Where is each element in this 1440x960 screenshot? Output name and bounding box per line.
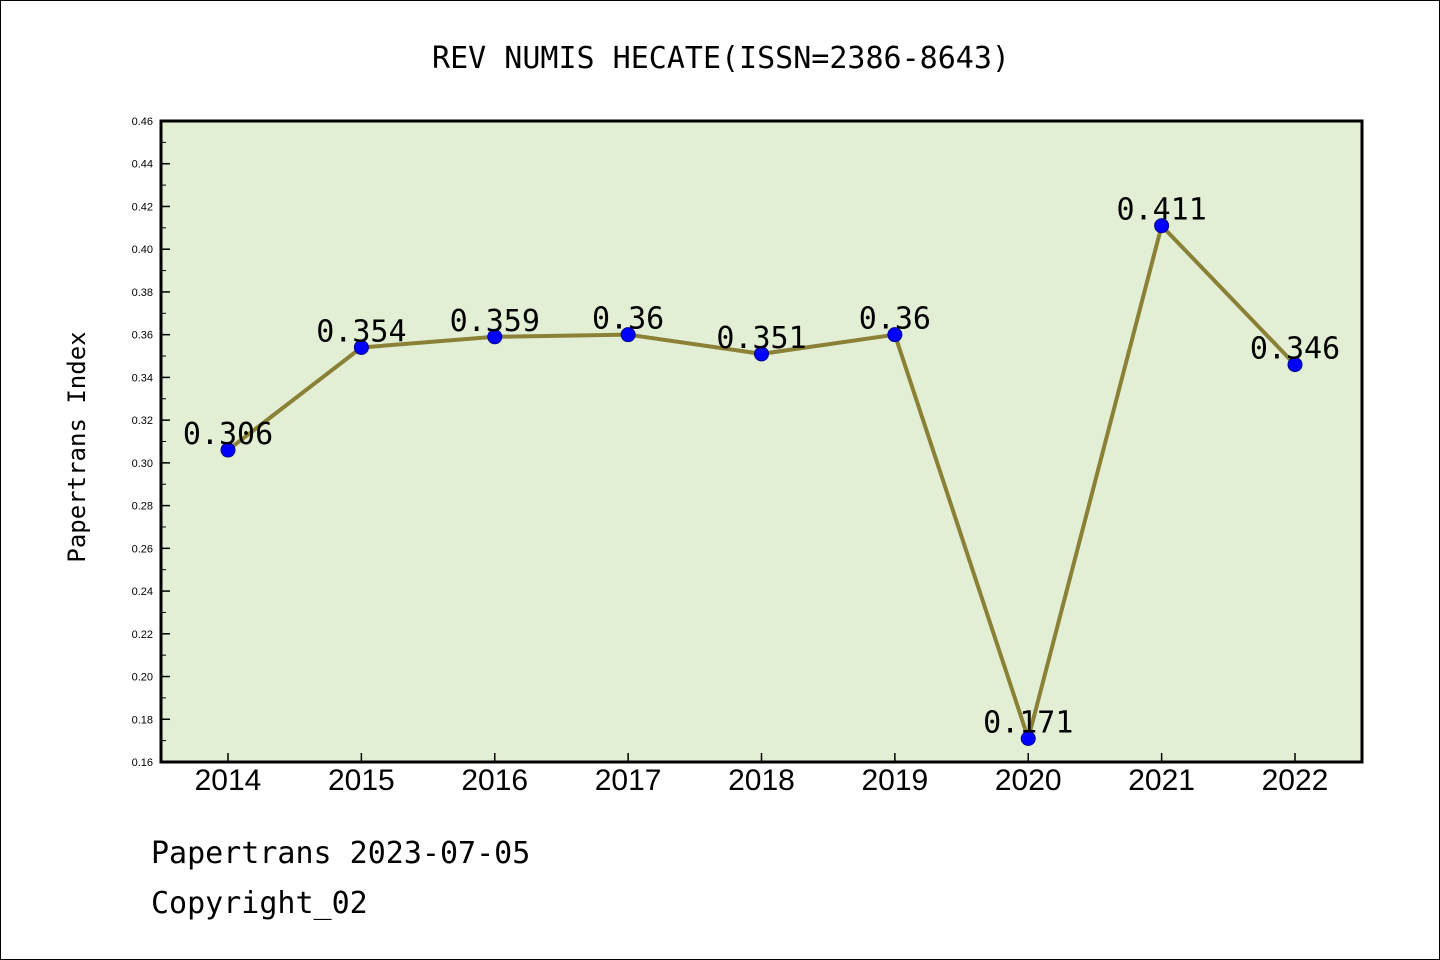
y-tick-label: 0.38	[132, 287, 153, 299]
data-point	[1287, 357, 1303, 373]
y-axis: 0.16 0.18 0.20 0.22 0.24 0.26 0.28 0.30 0.32 0.34…	[132, 116, 170, 769]
y-tick-label: 0.20	[132, 672, 153, 684]
y-tick-label: 0.24	[132, 586, 153, 598]
data-point	[887, 327, 903, 343]
x-axis: 2014 2015 2016 2017 2018 2019 2020 2021 2022	[195, 753, 1329, 797]
chart-title: REV NUMIS HECATE(ISSN=2386-8643)	[432, 41, 1010, 76]
data-point	[620, 327, 636, 343]
data-label: 0.346	[1250, 332, 1340, 367]
data-label: 0.306	[183, 417, 273, 452]
y-tick-label: 0.16	[132, 757, 153, 769]
y-tick-label: 0.22	[132, 629, 153, 641]
x-tick-label: 2016	[461, 764, 528, 797]
data-label: 0.351	[716, 321, 806, 356]
footer-copyright: Copyright_02	[151, 886, 368, 921]
data-point	[1154, 218, 1170, 234]
data-point	[353, 339, 369, 355]
data-label: 0.411	[1116, 193, 1206, 228]
data-point	[220, 442, 236, 458]
data-labels: 0.306 0.354 0.359 0.36 0.351 0.36 0.171 0.411 0.…	[183, 193, 1340, 741]
y-tick-label: 0.46	[132, 116, 153, 128]
data-point	[1020, 730, 1036, 746]
y-tick-label: 0.36	[132, 330, 153, 342]
x-tick-label: 2018	[728, 764, 795, 797]
footer-date-line: Papertrans 2023-07-05	[151, 836, 531, 871]
x-tick-label: 2021	[1128, 764, 1195, 797]
y-tick-label: 0.34	[132, 372, 153, 384]
data-label: 0.36	[592, 302, 664, 337]
y-tick-label: 0.26	[132, 543, 153, 555]
y-tick-label: 0.44	[132, 159, 153, 171]
x-tick-label: 2015	[328, 764, 395, 797]
y-tick-label: 0.42	[132, 201, 153, 213]
y-tick-label: 0.18	[132, 714, 153, 726]
y-tick-label: 0.32	[132, 415, 153, 427]
y-tick-label: 0.30	[132, 458, 153, 470]
y-tick-label: 0.28	[132, 501, 153, 513]
data-label: 0.171	[983, 705, 1073, 740]
y-tick-label: 0.40	[132, 244, 153, 256]
data-label: 0.359	[450, 304, 540, 339]
x-tick-label: 2020	[995, 764, 1062, 797]
x-tick-label: 2014	[195, 764, 262, 797]
series-0	[220, 218, 1303, 746]
data-label: 0.354	[316, 314, 406, 349]
x-tick-label: 2022	[1262, 764, 1329, 797]
data-label: 0.36	[859, 302, 931, 337]
y-axis-label: Papertrans Index	[63, 331, 91, 562]
x-tick-label: 2019	[862, 764, 929, 797]
x-tick-label: 2017	[595, 764, 662, 797]
data-point	[487, 329, 503, 345]
data-point	[754, 346, 769, 362]
